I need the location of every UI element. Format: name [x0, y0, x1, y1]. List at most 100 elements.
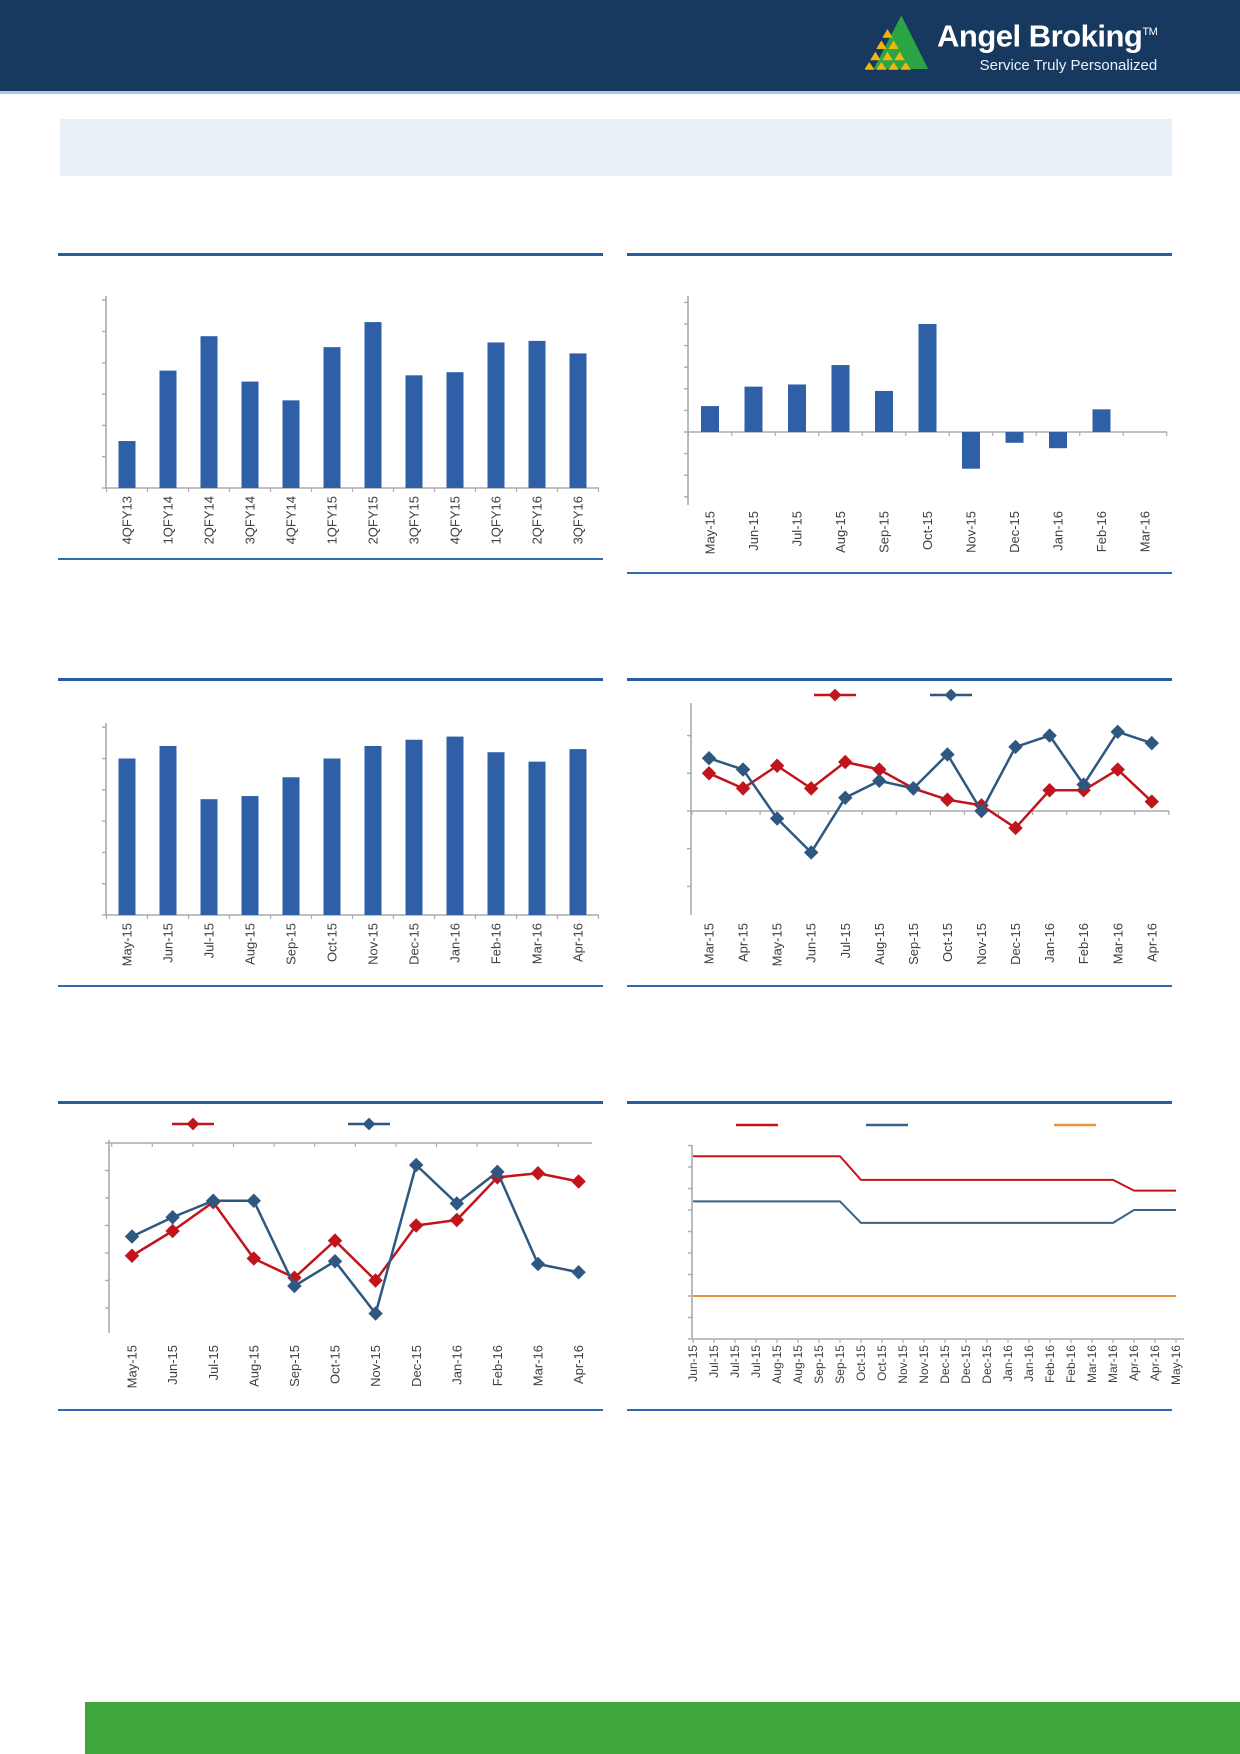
- x-label: Jul-15: [707, 1345, 721, 1378]
- chart-row1-right: May-15 Jun-15 Jul-15 Aug-15 Sep-15 Oct-15 Nov-…: [684, 296, 1168, 554]
- x-label: Jan-16: [1051, 511, 1066, 551]
- x-label: 3QFY14: [243, 496, 258, 544]
- x-label: Dec-15: [938, 1345, 952, 1384]
- x-label: Feb-16: [489, 923, 504, 964]
- x-label: 1QFY16: [489, 496, 504, 544]
- diamond-marker: [1144, 735, 1159, 751]
- diamond-marker: [1008, 820, 1023, 836]
- diamond-marker: [735, 762, 751, 777]
- exhibit-rule-mid-right: [627, 678, 1172, 681]
- source-rule-top-right: [627, 572, 1172, 574]
- x-label: May-15: [703, 511, 718, 554]
- diamond-marker: [490, 1170, 505, 1185]
- x-label: Sep-15: [833, 1345, 847, 1384]
- x-label: Jul-15: [790, 511, 805, 546]
- x-label: Jul-15: [202, 923, 217, 958]
- diamond-marker: [327, 1254, 343, 1269]
- red-diamond-line: [708, 760, 1153, 830]
- x-label: Mar-15: [702, 923, 717, 964]
- header-underline: [0, 91, 1240, 94]
- x-label: Apr-15: [736, 923, 751, 962]
- x-label: Nov-15: [366, 923, 381, 965]
- source-rule-top-left: [58, 558, 603, 560]
- source-rule-mid-left: [58, 985, 603, 987]
- x-label: Jul-15: [749, 1345, 763, 1378]
- bar-Feb-16: [487, 752, 505, 915]
- diamond-marker: [1110, 724, 1125, 740]
- x-label: Feb-16: [1076, 923, 1091, 964]
- legend-diamond-blue-diamond-line: [362, 1117, 376, 1131]
- diamond-marker: [165, 1210, 180, 1225]
- x-label: Aug-15: [770, 1345, 784, 1384]
- diamond-marker: [906, 781, 921, 796]
- x-label: May-15: [770, 923, 785, 966]
- diamond-marker: [368, 1306, 383, 1321]
- diamond-marker: [449, 1212, 465, 1228]
- x-label: Jun-15: [165, 1345, 180, 1385]
- bar-Jan-16: [1049, 432, 1067, 449]
- x-label: Dec-15: [409, 1345, 424, 1387]
- x-label: Mar-16: [530, 923, 545, 964]
- diamond-marker: [571, 1174, 586, 1189]
- x-label: Oct-15: [920, 511, 935, 550]
- x-label: Sep-15: [284, 923, 299, 965]
- diamond-marker: [327, 1233, 343, 1248]
- bar-Jul-15: [788, 384, 806, 432]
- diamond-marker: [838, 754, 853, 770]
- x-label: Jun-15: [804, 923, 819, 963]
- diamond-marker: [838, 790, 853, 806]
- x-label: Sep-15: [287, 1345, 302, 1387]
- diamond-marker: [1144, 794, 1159, 809]
- bar-May-15: [118, 758, 136, 915]
- diamond-marker: [408, 1218, 424, 1233]
- diamond-marker: [906, 781, 921, 796]
- x-label: Mar-16: [1085, 1345, 1099, 1383]
- x-label: Jul-15: [206, 1345, 221, 1380]
- bar-Apr-16: [569, 749, 587, 915]
- x-label: Nov-15: [368, 1345, 383, 1387]
- x-label: May-16: [1169, 1345, 1183, 1385]
- bar-Aug-15: [241, 796, 259, 915]
- diamond-marker: [701, 766, 717, 781]
- x-label: Apr-16: [1144, 923, 1159, 962]
- bar-2QFY14: [200, 336, 218, 488]
- bar-2QFY16: [528, 340, 546, 488]
- diamond-marker: [735, 781, 751, 796]
- x-label: Apr-16: [571, 923, 586, 962]
- exhibit-rule-top-right: [627, 253, 1172, 256]
- x-label: May-15: [120, 923, 135, 966]
- bar-Jun-15: [744, 386, 763, 432]
- diamond-marker: [124, 1248, 140, 1263]
- diamond-marker: [165, 1223, 180, 1239]
- diamond-marker: [1076, 777, 1091, 792]
- bar-Dec-15: [1005, 432, 1024, 443]
- x-label: Jan-16: [1022, 1345, 1036, 1382]
- header-bar: Angel BrokingTM Service Truly Personaliz…: [0, 0, 1240, 91]
- x-label: 2QFY14: [202, 496, 217, 544]
- x-label: Apr-16: [571, 1345, 586, 1384]
- x-label: Dec-15: [1008, 923, 1023, 965]
- diamond-marker: [769, 811, 785, 826]
- x-label: Mar-16: [1106, 1345, 1120, 1383]
- x-label: Aug-15: [872, 923, 887, 965]
- x-label: Sep-15: [812, 1345, 826, 1384]
- diamond-marker: [974, 803, 989, 819]
- x-label: Feb-16: [1043, 1345, 1057, 1383]
- bar-4QFY14: [282, 400, 300, 488]
- bar-1QFY16: [487, 342, 505, 488]
- x-label: Oct-15: [875, 1345, 889, 1381]
- x-label: Dec-15: [1007, 511, 1022, 553]
- source-rule-bottom-left: [58, 1409, 603, 1411]
- bar-Nov-15: [962, 432, 980, 469]
- bar-Dec-15: [405, 739, 423, 915]
- source-rule-mid-right: [627, 985, 1172, 987]
- diamond-marker: [368, 1273, 383, 1288]
- x-label: Mar-16: [531, 1345, 546, 1386]
- x-label: Mar-16: [1110, 923, 1125, 964]
- x-label: Nov-15: [964, 511, 979, 553]
- x-label: 4QFY13: [120, 496, 135, 544]
- bar-Jun-15: [159, 745, 177, 915]
- exhibit-rule-bottom-left: [58, 1101, 603, 1104]
- bar-Sep-15: [282, 777, 300, 915]
